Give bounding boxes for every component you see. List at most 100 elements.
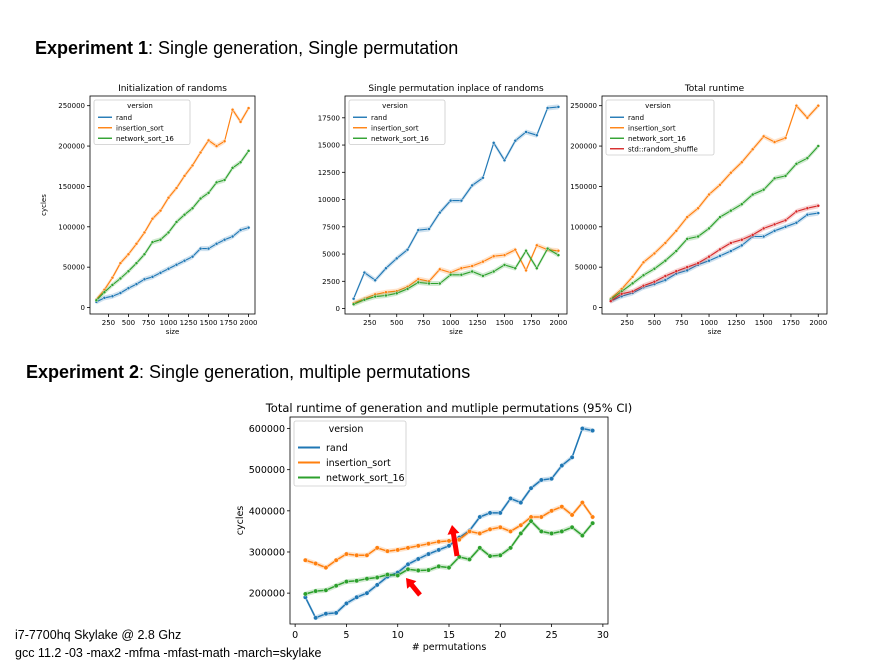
- data-point-rand: [364, 590, 370, 596]
- data-point-network-sort-16: [459, 273, 464, 277]
- data-point-insertion-sort: [174, 186, 179, 190]
- y-tick-label: 500000: [249, 465, 285, 476]
- x-tick-label: 30: [597, 630, 609, 641]
- data-point-rand: [222, 238, 227, 242]
- data-point-rand: [579, 426, 585, 431]
- data-point-network-sort-16: [222, 178, 227, 182]
- data-point-insertion-sort: [549, 508, 554, 514]
- data-point-insertion-sort: [535, 243, 539, 248]
- data-point-network-sort-16: [524, 249, 528, 253]
- data-point-std-random-shuffle: [783, 218, 788, 223]
- data-point-insertion-sort: [118, 261, 123, 265]
- x-tick-label: 10: [392, 630, 404, 641]
- data-point-insertion-sort: [559, 504, 565, 510]
- data-point-network-sort-16: [492, 269, 496, 274]
- data-point-network-sort-16: [110, 283, 115, 287]
- data-point-network-sort-16: [405, 566, 411, 572]
- data-point-std-random-shuffle: [619, 292, 624, 296]
- y-tick-label: 15000: [318, 142, 340, 150]
- data-point-std-random-shuffle: [816, 204, 820, 208]
- data-point-rand: [740, 243, 744, 248]
- data-point-insertion-sort: [313, 561, 319, 566]
- data-point-network-sort-16: [751, 192, 755, 197]
- data-point-rand: [794, 221, 799, 225]
- data-point-network-sort-16: [528, 518, 534, 524]
- data-point-insertion-sort: [302, 557, 308, 563]
- legend-label-network-sort-16: network_sort_16: [371, 135, 429, 143]
- data-point-network-sort-16: [794, 162, 799, 166]
- y-axis-label: cycles: [40, 194, 48, 216]
- data-point-network-sort-16: [641, 273, 646, 277]
- data-point-std-random-shuffle: [663, 274, 668, 278]
- y-tick-label: 150000: [58, 183, 85, 191]
- data-point-network-sort-16: [214, 180, 219, 185]
- data-point-insertion-sort: [794, 103, 799, 108]
- data-point-insertion-sort: [436, 539, 442, 545]
- data-point-network-sort-16: [549, 531, 554, 536]
- data-point-std-random-shuffle: [630, 289, 635, 294]
- data-point-network-sort-16: [230, 166, 235, 170]
- legend-label-rand: rand: [326, 443, 348, 454]
- data-point-insertion-sort: [446, 538, 452, 544]
- data-point-std-random-shuffle: [729, 241, 733, 245]
- data-point-network-sort-16: [740, 202, 744, 206]
- confidence-band-network-sort-16: [353, 246, 559, 307]
- data-point-rand: [374, 582, 380, 588]
- data-point-network-sort-16: [354, 578, 360, 584]
- data-point-std-random-shuffle: [641, 284, 646, 288]
- data-point-insertion-sort: [513, 247, 517, 252]
- data-point-insertion-sort: [538, 514, 544, 520]
- data-point-rand: [816, 211, 820, 215]
- data-point-network-sort-16: [385, 572, 390, 578]
- x-tick-label: 5: [343, 630, 349, 641]
- x-tick-label: 500: [122, 319, 135, 327]
- data-point-insertion-sort: [384, 290, 388, 294]
- data-point-rand: [134, 282, 139, 286]
- data-point-network-sort-16: [761, 187, 766, 192]
- data-point-network-sort-16: [364, 576, 370, 582]
- data-point-rand: [502, 158, 507, 163]
- data-point-network-sort-16: [674, 249, 678, 253]
- data-point-rand: [446, 543, 452, 549]
- data-point-insertion-sort: [198, 150, 203, 155]
- data-point-rand: [395, 256, 399, 261]
- y-tick-label: 5000: [322, 251, 340, 259]
- data-point-rand: [323, 611, 329, 617]
- x-tick-label: 1750: [782, 319, 800, 327]
- data-point-network-sort-16: [556, 253, 561, 257]
- data-point-network-sort-16: [206, 191, 211, 195]
- data-point-insertion-sort: [134, 242, 139, 246]
- x-tick-label: 1500: [755, 319, 773, 327]
- data-point-network-sort-16: [351, 302, 356, 306]
- y-tick-label: 50000: [63, 264, 85, 272]
- data-point-std-random-shuffle: [718, 247, 722, 252]
- data-point-rand: [415, 556, 421, 562]
- data-point-std-random-shuffle: [794, 209, 799, 214]
- y-tick-label: 150000: [570, 183, 597, 191]
- experiment-1-heading: Experiment 1: Single generation, Single …: [35, 38, 458, 59]
- data-point-network-sort-16: [569, 524, 575, 530]
- y-tick-label: 17500: [318, 114, 340, 122]
- data-point-std-random-shuffle: [696, 261, 700, 265]
- data-point-network-sort-16: [323, 587, 329, 593]
- data-point-network-sort-16: [118, 276, 123, 281]
- x-tick-label: 25: [546, 630, 558, 641]
- data-point-rand: [538, 477, 544, 483]
- data-point-rand: [518, 500, 524, 505]
- data-point-std-random-shuffle: [674, 269, 678, 273]
- x-tick-label: 250: [620, 319, 633, 327]
- data-point-insertion-sort: [222, 139, 227, 143]
- data-point-network-sort-16: [415, 568, 421, 573]
- data-point-network-sort-16: [497, 552, 503, 558]
- x-tick-label: 1500: [496, 319, 514, 327]
- data-point-rand: [126, 286, 131, 290]
- data-point-rand: [333, 610, 339, 616]
- y-tick-label: 0: [81, 304, 85, 312]
- x-tick-label: 1250: [727, 319, 745, 327]
- data-point-std-random-shuffle: [740, 238, 744, 242]
- x-tick-label: 1250: [180, 319, 198, 327]
- data-point-insertion-sort: [477, 531, 483, 536]
- data-point-network-sort-16: [313, 588, 319, 594]
- data-point-insertion-sort: [426, 541, 431, 547]
- data-point-rand: [549, 476, 554, 482]
